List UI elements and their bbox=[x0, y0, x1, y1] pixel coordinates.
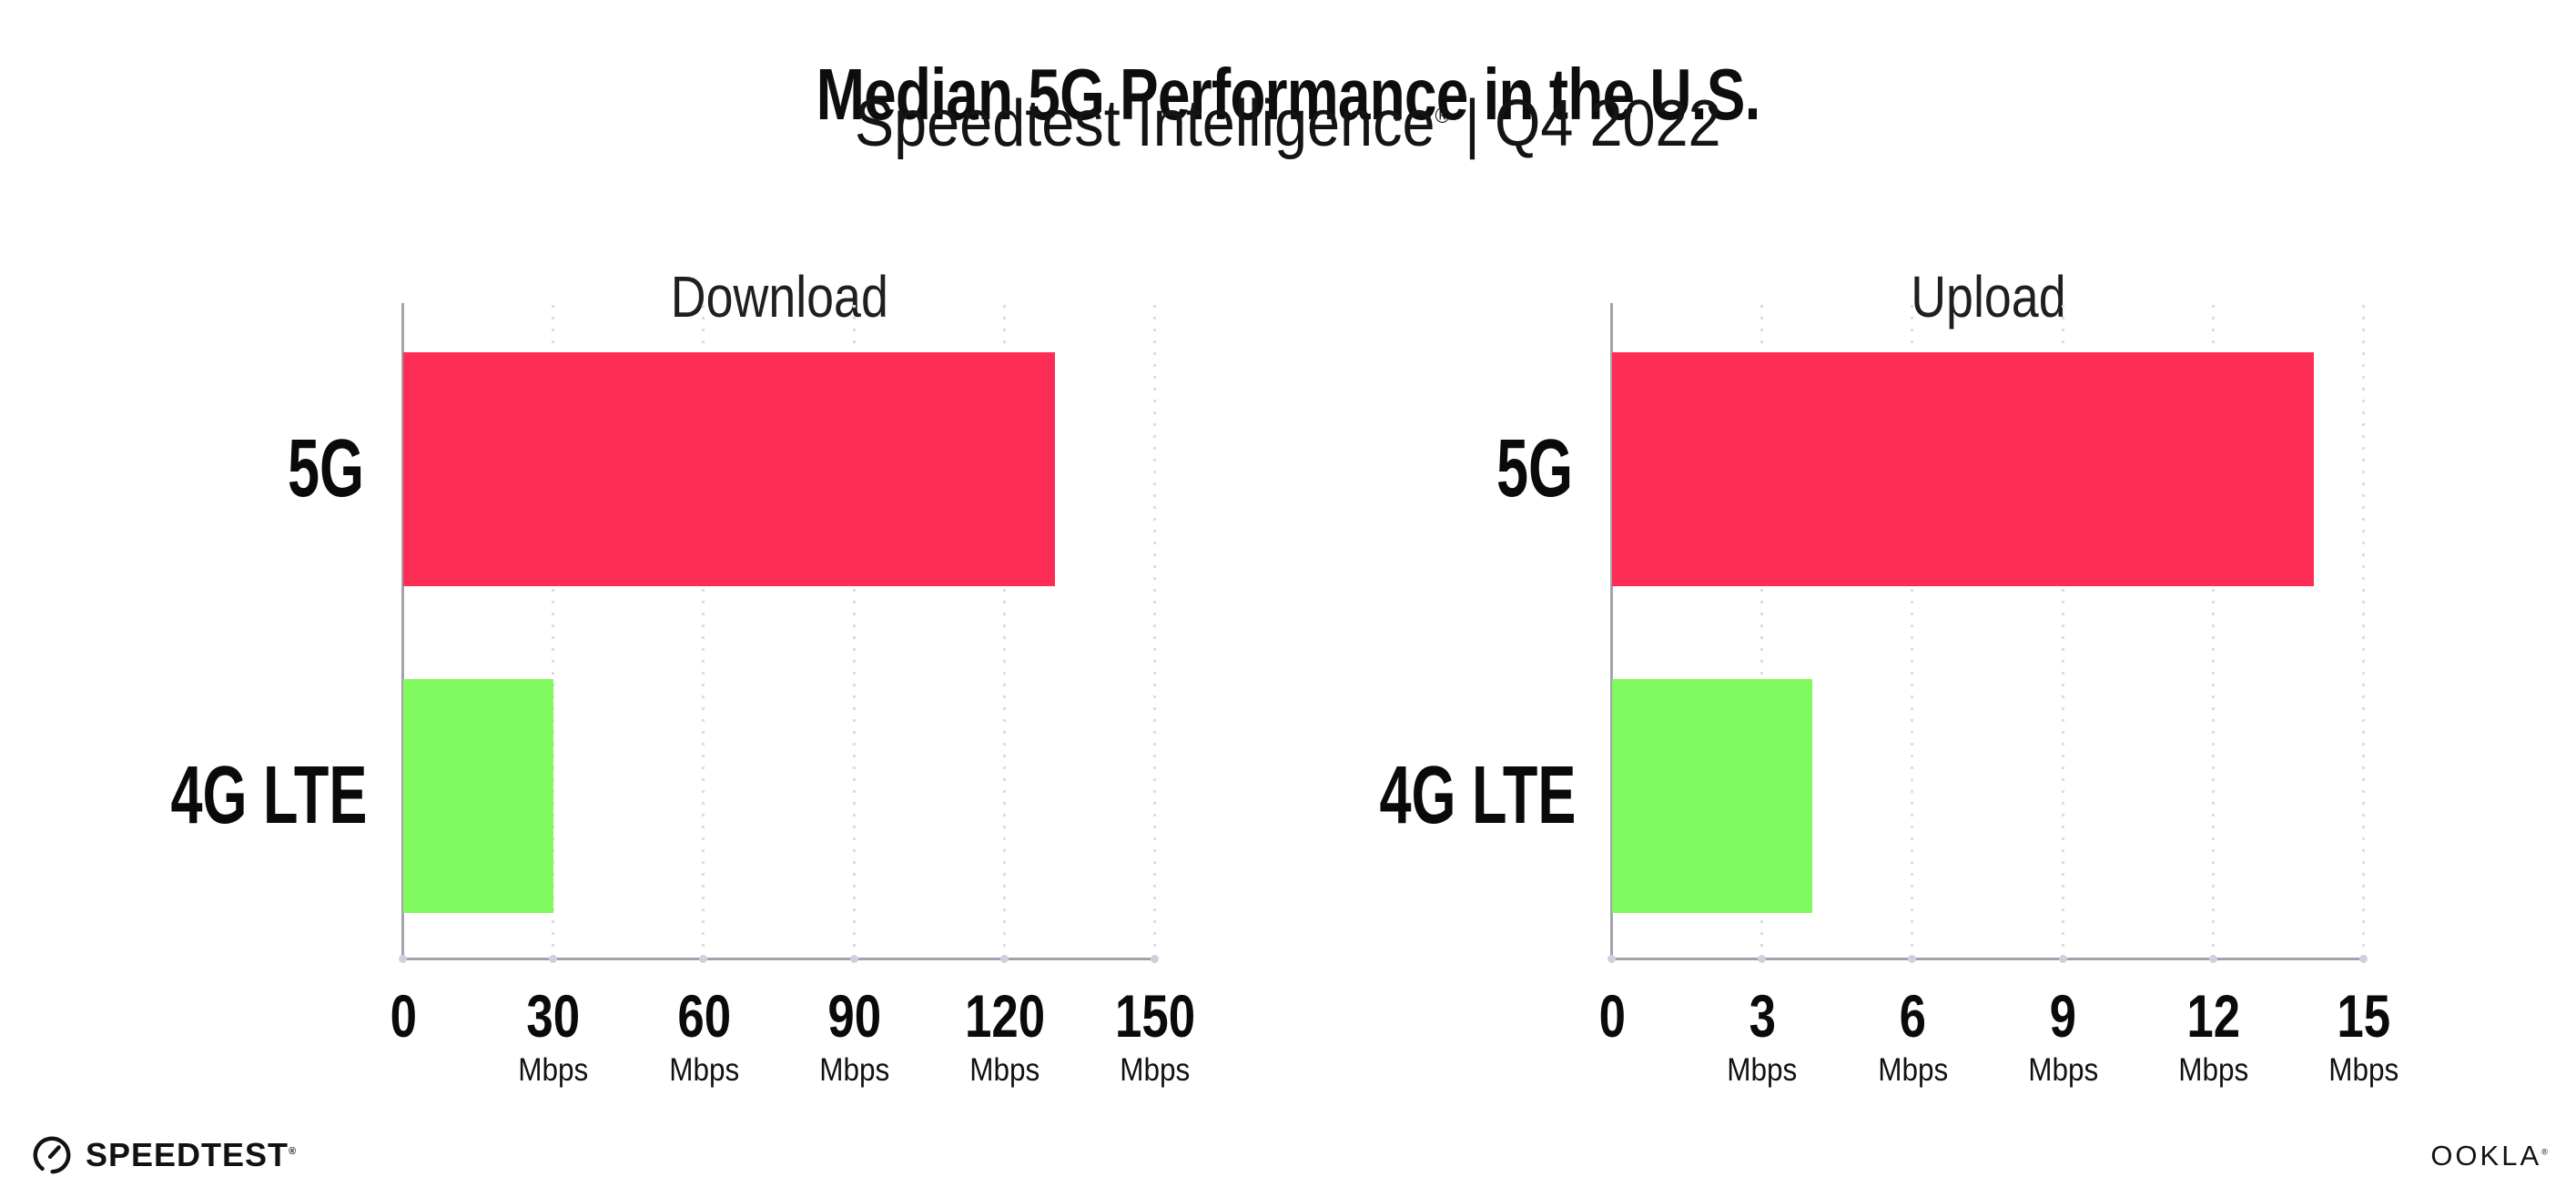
gridline bbox=[552, 305, 555, 959]
tick-unit: Mbps bbox=[819, 1052, 890, 1088]
axis-tick-dot bbox=[1607, 955, 1616, 963]
ookla-logo: OOKLA® bbox=[2430, 1141, 2551, 1170]
gridline bbox=[2211, 305, 2215, 959]
bar-5g bbox=[1612, 352, 2314, 586]
category-label-5g: 5G bbox=[287, 423, 364, 514]
upload-chart-title: Upload bbox=[1910, 264, 2066, 330]
tick-unit: Mbps bbox=[2028, 1052, 2099, 1088]
x-tick-label: 15 Mbps bbox=[2264, 986, 2464, 1086]
gridline bbox=[1911, 305, 1914, 959]
registered-mark: ® bbox=[2541, 1147, 2551, 1157]
tick-number: 15 bbox=[2337, 982, 2391, 1050]
axis-tick-dot bbox=[549, 955, 558, 963]
registered-mark: ® bbox=[289, 1146, 298, 1157]
download-chart-title: Download bbox=[670, 264, 888, 330]
x-axis-line bbox=[401, 958, 1157, 960]
axis-tick-dot bbox=[1908, 955, 1917, 963]
x-tick-label: 0 bbox=[1512, 986, 1712, 1086]
axis-tick-dot bbox=[699, 955, 708, 963]
tick-unit: Mbps bbox=[1727, 1052, 1798, 1088]
upload-chart: Upload 0 3 Mbps 6 Mbps 9 Mbps 12 Mbps 15 Mbps 5G 4G… bbox=[1295, 209, 2399, 1120]
gridline bbox=[852, 305, 856, 959]
axis-tick-dot bbox=[2359, 955, 2368, 963]
tick-number: 0 bbox=[390, 982, 417, 1050]
download-plot-area bbox=[399, 303, 1159, 963]
page-subtitle: Speedtest Intelligence® | Q4 2022 bbox=[0, 91, 2576, 157]
registered-mark: ® bbox=[1435, 104, 1451, 128]
axis-tick-dot bbox=[999, 955, 1009, 963]
tick-unit: Mbps bbox=[2178, 1052, 2249, 1088]
tick-unit: Mbps bbox=[668, 1052, 739, 1088]
page-title-text: Median 5G Performance in the U.S. bbox=[816, 53, 1761, 135]
y-axis-line bbox=[1610, 303, 1613, 960]
axis-tick-dot bbox=[399, 955, 407, 963]
x-tick-label: 120 Mbps bbox=[905, 986, 1105, 1086]
bar-4g-lte bbox=[1612, 679, 1813, 913]
x-tick-label: 90 Mbps bbox=[755, 986, 955, 1086]
tick-number: 30 bbox=[526, 982, 581, 1050]
speedtest-gauge-icon bbox=[33, 1136, 71, 1174]
axis-tick-dot bbox=[849, 955, 858, 963]
axis-tick-dot bbox=[2058, 955, 2067, 963]
bar-4g-lte bbox=[403, 679, 554, 913]
speedtest-logo-text: SPEEDTEST® bbox=[86, 1136, 298, 1173]
gridline bbox=[1153, 305, 1156, 959]
tick-number: 12 bbox=[2186, 982, 2241, 1050]
axis-tick-dot bbox=[2208, 955, 2217, 963]
tick-unit: Mbps bbox=[1877, 1052, 1948, 1088]
tick-number: 6 bbox=[1899, 982, 1927, 1050]
x-tick-label: 6 Mbps bbox=[1812, 986, 2013, 1086]
axis-tick-dot bbox=[1758, 955, 1767, 963]
x-tick-label: 30 Mbps bbox=[453, 986, 654, 1086]
tick-number: 90 bbox=[827, 982, 881, 1050]
tick-number: 150 bbox=[1114, 982, 1196, 1050]
subtitle-brand: Speedtest Intelligence bbox=[855, 87, 1435, 160]
ookla-logo-text: OOKLA® bbox=[2430, 1140, 2551, 1172]
gridline bbox=[2362, 305, 2365, 959]
x-tick-label: 9 Mbps bbox=[1963, 986, 2164, 1086]
gridline bbox=[1002, 305, 1006, 959]
gridline bbox=[2061, 305, 2064, 959]
y-axis-line bbox=[401, 303, 404, 960]
download-chart: Download 0 30 Mbps 60 Mbps 90 Mbps 120 Mbps 150 Mb… bbox=[86, 209, 1196, 1120]
x-axis-line bbox=[1610, 958, 2366, 960]
upload-x-axis-labels: 0 3 Mbps 6 Mbps 9 Mbps 12 Mbps 15 Mbps bbox=[1598, 986, 2399, 1104]
tick-unit: Mbps bbox=[969, 1052, 1040, 1088]
tick-number: 3 bbox=[1749, 982, 1776, 1050]
page-title: Median 5G Performance in the U.S. bbox=[0, 53, 2576, 135]
speedtest-logo: SPEEDTEST® bbox=[31, 1134, 297, 1176]
bar-5g bbox=[403, 352, 1055, 586]
tick-number: 0 bbox=[1598, 982, 1626, 1050]
gridline bbox=[1760, 305, 1764, 959]
x-tick-label: 0 bbox=[303, 986, 503, 1086]
upload-plot-area bbox=[1607, 303, 2368, 963]
tick-unit: Mbps bbox=[518, 1052, 589, 1088]
x-tick-label: 60 Mbps bbox=[603, 986, 804, 1086]
category-label-4g-lte: 4G LTE bbox=[170, 750, 368, 841]
tick-unit: Mbps bbox=[2328, 1052, 2399, 1088]
tick-unit: Mbps bbox=[1120, 1052, 1191, 1088]
category-label-5g: 5G bbox=[1496, 423, 1573, 514]
x-tick-label: 150 Mbps bbox=[1055, 986, 1255, 1086]
download-x-axis-labels: 0 30 Mbps 60 Mbps 90 Mbps 120 Mbps 150 Mbps bbox=[390, 986, 1195, 1104]
subtitle-separator: | bbox=[1465, 87, 1481, 160]
x-tick-label: 12 Mbps bbox=[2114, 986, 2314, 1086]
gridline bbox=[702, 305, 705, 959]
tick-number: 9 bbox=[2049, 982, 2077, 1050]
tick-number: 120 bbox=[964, 982, 1045, 1050]
subtitle-period: Q4 2022 bbox=[1495, 87, 1721, 160]
x-tick-label: 3 Mbps bbox=[1662, 986, 1862, 1086]
axis-tick-dot bbox=[1151, 955, 1159, 963]
category-label-4g-lte: 4G LTE bbox=[1379, 750, 1577, 841]
tick-number: 60 bbox=[677, 982, 731, 1050]
